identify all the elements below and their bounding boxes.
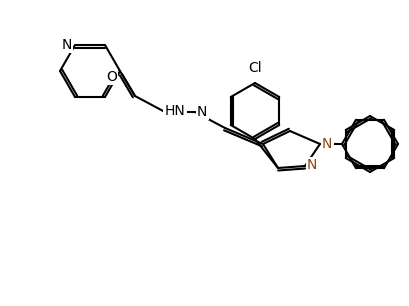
Text: N: N xyxy=(321,137,332,151)
Text: O: O xyxy=(106,70,117,84)
Text: Cl: Cl xyxy=(247,61,261,75)
Text: N: N xyxy=(196,105,207,119)
Text: N: N xyxy=(61,38,72,52)
Text: N: N xyxy=(306,158,317,172)
Text: HN: HN xyxy=(164,104,185,118)
